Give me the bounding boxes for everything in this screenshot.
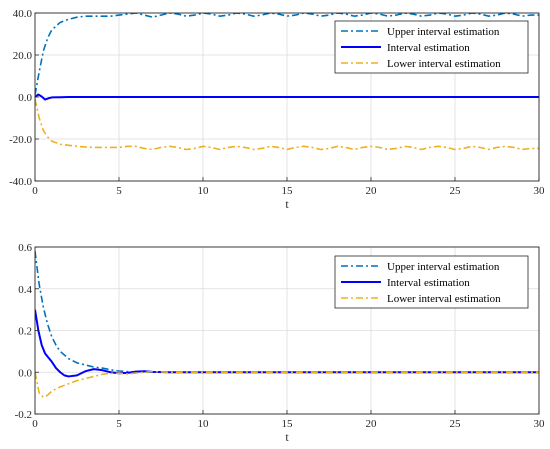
x-tick-label: 25 (450, 418, 462, 430)
x-tick-label: 30 (534, 185, 546, 197)
x-tick-label: 5 (116, 185, 122, 197)
y-tick-label: -20.0 (9, 134, 32, 146)
y-tick-label: -40.0 (9, 176, 32, 188)
series-line-interval (35, 93, 539, 101)
legend-label: Upper interval estimation (387, 261, 500, 273)
series-group (35, 13, 539, 151)
legend: Upper interval estimation Interval estima… (334, 20, 529, 74)
x-tick-label: 20 (366, 418, 378, 430)
legend-label: Lower interval estimation (387, 58, 501, 70)
legend-label: Lower interval estimation (387, 293, 501, 305)
y-tick-label: 0.2 (18, 326, 32, 338)
y-tick-label: 0.0 (18, 92, 32, 104)
y-tick-label: 0.0 (18, 367, 32, 379)
x-tick-label: 15 (282, 418, 294, 430)
legend-label: Upper interval estimation (387, 26, 500, 38)
x-tick-label: 25 (450, 185, 462, 197)
series-line-upper (35, 13, 539, 96)
series-line-lower (35, 98, 539, 151)
legend-label: Interval estimation (387, 42, 470, 54)
x-axis-label: t (285, 197, 289, 211)
legend: Upper interval estimation Interval estima… (334, 255, 529, 309)
x-tick-label: 15 (282, 185, 294, 197)
series-group (35, 251, 539, 399)
x-tick-label: 10 (198, 185, 210, 197)
series-line-lower (35, 370, 539, 399)
chart-2: 0 5 10 15 20 25 30 -0.2 0.0 0.2 0.4 0.6 t Upper inter… (15, 242, 545, 444)
x-tick-label: 5 (116, 418, 122, 430)
x-tick-label: 0 (32, 185, 38, 197)
y-tick-label: 0.6 (18, 242, 32, 254)
chart-1: 0 5 10 15 20 25 30 -40.0 -20.0 0.0 20.0 40.0 t Upper … (9, 8, 545, 211)
x-tick-label: 20 (366, 185, 378, 197)
y-tick-label: 0.4 (18, 284, 32, 296)
y-tick-label: 40.0 (13, 8, 33, 20)
y-tick-label: 20.0 (13, 50, 33, 62)
series-line-upper (35, 251, 539, 374)
x-tick-label: 30 (534, 418, 546, 430)
x-axis-label: t (285, 430, 289, 444)
x-tick-label: 10 (198, 418, 210, 430)
legend-label: Interval estimation (387, 277, 470, 289)
x-tick-label: 0 (32, 418, 38, 430)
y-tick-label: -0.2 (15, 409, 32, 421)
